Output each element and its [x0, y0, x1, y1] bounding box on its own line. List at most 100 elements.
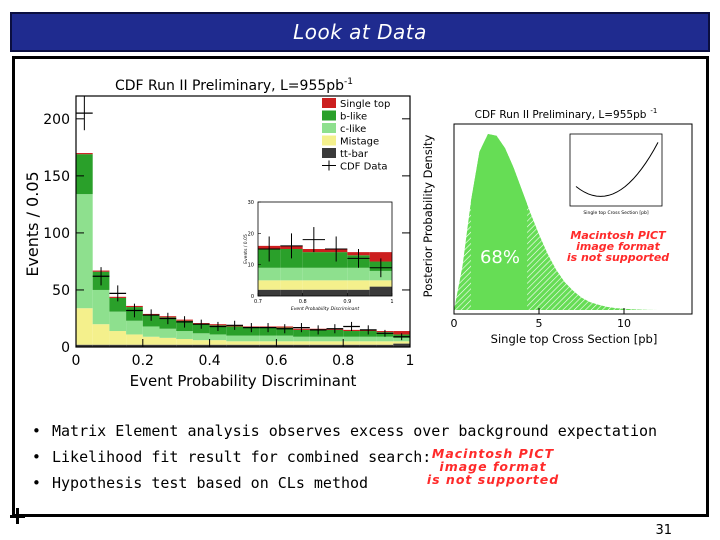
- bar-mistage-4: [142, 336, 160, 345]
- chart1-ytick-label: 50: [52, 283, 70, 299]
- chart1-ytick-label: 0: [61, 340, 70, 356]
- bar-mistage-9: [226, 341, 243, 345]
- bar-c-like-2: [109, 311, 127, 332]
- bar-c-like-5: [159, 328, 177, 338]
- bar-c-like-7: [192, 333, 210, 341]
- pict1-line2: image format: [576, 240, 660, 253]
- bar-c-like-16: [343, 336, 360, 342]
- inset-bar-tt-bar-1: [280, 289, 303, 296]
- chart1-data-points: [76, 96, 410, 341]
- bar-single-top-19: [393, 331, 410, 335]
- bar-c-like-10: [243, 335, 260, 342]
- bar-mistage-18: [376, 341, 394, 345]
- bar-mistage-15: [326, 341, 344, 345]
- bar-b-like-2: [109, 297, 127, 312]
- bar-c-like-9: [226, 335, 243, 342]
- bar-mistage-2: [109, 331, 127, 345]
- bar-tt-bar-0: [76, 344, 93, 347]
- bar-tt-bar-9: [226, 344, 243, 347]
- chart1-xtick-label: 0: [72, 353, 81, 369]
- bullet-text: Likelihood fit result for combined searc…: [52, 448, 432, 466]
- bar-c-like-11: [259, 335, 277, 342]
- inset-bar-mistage-0: [258, 280, 281, 290]
- pict2-line3: is not supported: [426, 472, 560, 487]
- bar-mistage-7: [192, 340, 210, 345]
- legend-label-c-like: c-like: [340, 124, 366, 135]
- bar-c-like-6: [176, 331, 193, 340]
- legend-swatch-c-like: [322, 123, 336, 133]
- inset-bar-b-like-2: [302, 252, 325, 268]
- pict-placeholder-1: Macintosh PICT image format is not suppo…: [567, 229, 669, 264]
- bullet-list: Matrix Element analysis observes excess …: [32, 418, 657, 496]
- chart1-xtick-label: 1: [406, 353, 415, 369]
- bar-mistage-0: [76, 308, 93, 345]
- bar-tt-bar-7: [192, 344, 210, 347]
- bar-mistage-1: [92, 324, 110, 345]
- inset-bar-tt-bar-2: [302, 289, 325, 296]
- bar-mistage-16: [343, 341, 360, 345]
- chart1-ytick-label: 100: [43, 226, 70, 242]
- bar-mistage-3: [126, 334, 143, 345]
- chart2-plot-frame: [453, 123, 693, 315]
- chart2-plot: 0 5 10 Single top Cross Section [pb]: [451, 123, 693, 330]
- chart2-xtick-label: 0: [451, 317, 458, 330]
- content-frame: [12, 56, 709, 517]
- bar-tt-bar-18: [376, 344, 394, 347]
- bar-c-like-15: [326, 336, 344, 342]
- inset-bar-mistage-2: [302, 280, 325, 290]
- legend-swatch-mistage: [322, 135, 336, 146]
- inset-bar-mistage-5: [369, 280, 392, 287]
- chart1-plot-frame: [75, 95, 411, 348]
- inset-ytick-label: 20: [248, 231, 254, 237]
- chart2-inset-curve: [575, 142, 659, 197]
- bar-tt-bar-3: [126, 344, 143, 347]
- chart1-xtick-label: 0.6: [265, 353, 287, 369]
- inset-bar-tt-bar-3: [325, 289, 348, 296]
- bar-c-like-4: [142, 326, 160, 337]
- legend-swatch-single-top: [322, 98, 336, 108]
- bar-mistage-5: [159, 337, 177, 345]
- chart1-xtick-label: 0.4: [198, 353, 220, 369]
- bar-mistage-12: [276, 341, 294, 345]
- bar-c-like-18: [376, 336, 394, 342]
- bullet-item: Likelihood fit result for combined searc…: [32, 444, 657, 470]
- chart1-ytick-label: 200: [43, 112, 70, 128]
- bar-mistage-17: [359, 341, 377, 345]
- bar-single-top-0: [76, 153, 93, 155]
- inset-bar-c-like-0: [258, 267, 281, 281]
- pict1-line1: Macintosh PICT: [570, 229, 667, 242]
- bullet-item: Matrix Element analysis observes excess …: [32, 418, 657, 444]
- bullet-item: Hypothesis test based on CLs method: [32, 470, 657, 496]
- chart2-xtick-label: 10: [617, 317, 631, 330]
- legend-label-b-like: b-like: [340, 112, 367, 123]
- bar-b-like-0: [76, 154, 93, 195]
- bar-tt-bar-12: [276, 344, 294, 347]
- inset-bar-c-like-2: [302, 267, 325, 281]
- chart2-title-sup: -1: [650, 107, 657, 115]
- legend-label-cdf-data: CDF Data: [340, 162, 388, 173]
- chart2-inset-frame: [569, 133, 663, 207]
- chart1-title: CDF Run II Preliminary, L=955pb-1: [115, 77, 353, 94]
- pict2-line1: Macintosh PICT: [431, 446, 555, 461]
- bar-c-like-13: [293, 336, 310, 342]
- bar-tt-bar-16: [343, 344, 360, 347]
- bar-c-like-1: [92, 289, 110, 325]
- legend-swatch-b-like: [322, 110, 336, 121]
- bar-c-like-14: [309, 336, 327, 342]
- bar-b-like-13: [293, 329, 310, 337]
- bullet-text: Hypothesis test based on CLs method: [52, 474, 369, 492]
- bar-tt-bar-1: [92, 344, 110, 347]
- bar-tt-bar-15: [326, 344, 344, 347]
- chart2-xtick-label: 5: [536, 317, 543, 330]
- chart2-ylabel: Posterior Probability Density: [421, 134, 435, 297]
- chart1-ytick-label: 150: [43, 169, 70, 185]
- bar-tt-bar-11: [259, 344, 277, 347]
- inset-ytick-label: 30: [248, 200, 254, 206]
- chart1-xtick-label: 0.8: [332, 353, 354, 369]
- legend-label-single-top: Single top: [340, 99, 390, 110]
- pict1-line3: is not supported: [567, 251, 669, 264]
- inset-bar-c-like-1: [280, 267, 303, 281]
- inset-bar-tt-bar-0: [258, 289, 281, 296]
- inset-xtick-label: 0.9: [343, 299, 351, 305]
